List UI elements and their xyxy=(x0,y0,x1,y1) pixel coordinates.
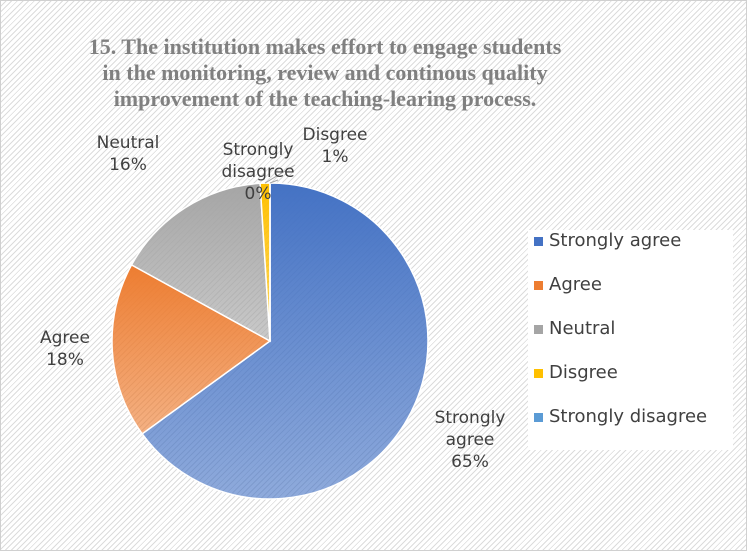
legend-label: Strongly agree xyxy=(549,230,682,251)
legend-label: Disgree xyxy=(549,362,618,383)
data-label: Strongly disagree 0% xyxy=(210,139,306,205)
legend-swatch xyxy=(534,280,543,290)
legend: Strongly agree Agree Neutral Disgree Strongl… xyxy=(528,230,733,450)
data-label-value: 0% xyxy=(244,184,272,204)
data-label-value: 1% xyxy=(321,147,349,167)
legend-swatch xyxy=(534,324,543,334)
data-label-value: 18% xyxy=(46,350,84,370)
data-label: Disgree 1% xyxy=(287,124,383,168)
data-label: Agree 18% xyxy=(17,327,113,371)
pie-slice xyxy=(141,182,429,500)
leader-line xyxy=(264,164,296,184)
pie-slice xyxy=(130,182,271,343)
legend-item: Agree xyxy=(534,274,602,295)
data-label-value: 16% xyxy=(109,155,147,175)
legend-label: Neutral xyxy=(549,318,616,339)
pie-slice xyxy=(111,263,272,435)
legend-item: Neutral xyxy=(534,318,615,339)
legend-label: Strongly disagree xyxy=(549,406,708,427)
legend-item: Strongly agree xyxy=(534,230,681,251)
chart-title: 15. The institution makes effort to enga… xyxy=(88,34,562,111)
legend-label: Agree xyxy=(549,274,602,295)
legend-swatch xyxy=(534,368,543,378)
data-label-name: Agree xyxy=(40,328,90,348)
data-label: Strongly agree 65% xyxy=(422,407,518,473)
data-label-value: 65% xyxy=(451,452,489,472)
leader-line xyxy=(269,179,279,184)
legend-item: Strongly disagree xyxy=(534,406,707,427)
data-label-name: Disgree xyxy=(302,125,368,145)
data-label-name: Strongly disagree xyxy=(221,140,295,182)
legend-item: Disgree xyxy=(534,362,618,383)
data-label: Neutral 16% xyxy=(80,132,176,176)
legend-swatch xyxy=(534,412,543,422)
legend-swatch xyxy=(534,236,543,246)
data-label-name: Neutral xyxy=(96,133,160,153)
data-label-name: Strongly agree xyxy=(434,408,506,450)
